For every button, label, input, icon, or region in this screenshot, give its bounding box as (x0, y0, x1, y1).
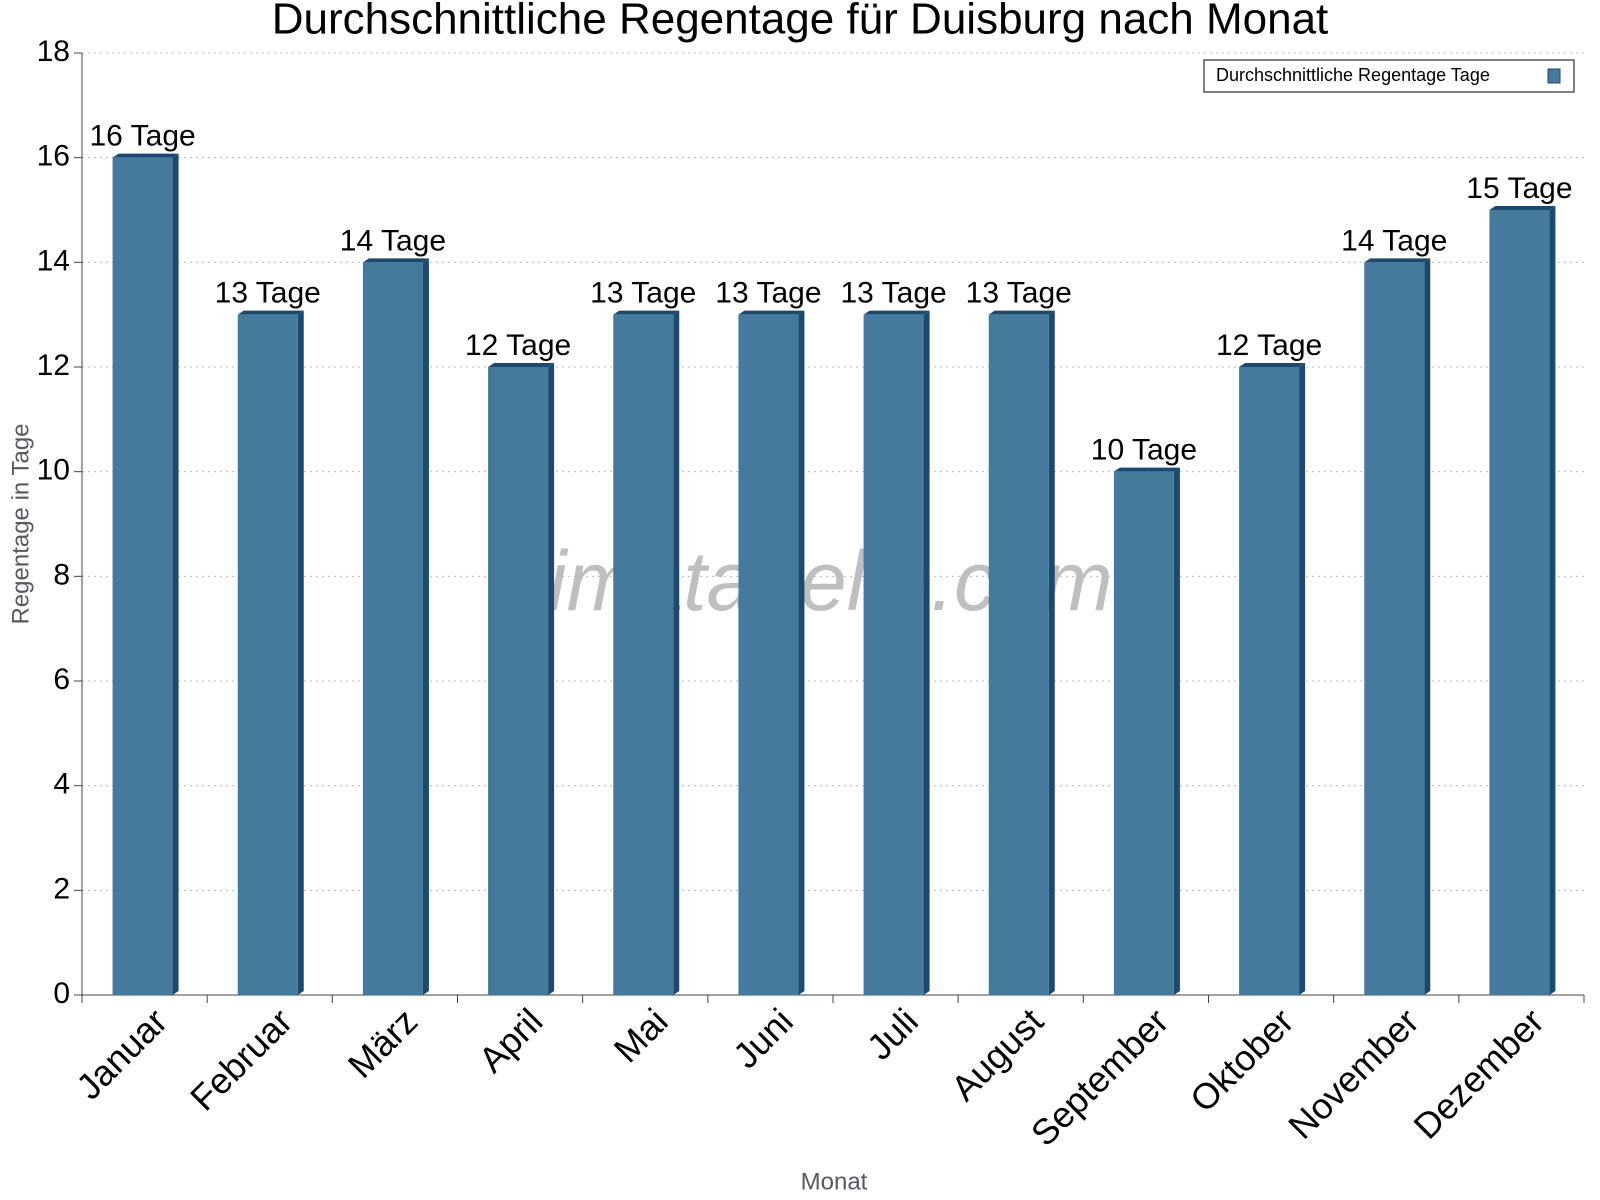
bar-top (488, 363, 555, 367)
x-tick-label: Oktober (1182, 1000, 1302, 1120)
x-tick-label: August (943, 1000, 1051, 1108)
value-label: 14 Tage (340, 224, 446, 257)
bar-top (613, 310, 680, 315)
bar (362, 258, 429, 995)
bar-front (237, 314, 298, 996)
bar-top (738, 310, 805, 315)
value-label: 13 Tage (590, 277, 696, 310)
bar-front (112, 157, 173, 995)
bar-front (613, 314, 674, 996)
chart-title: Durchschnittliche Regentage für Duisburg… (272, 0, 1329, 44)
value-label: 15 Tage (1466, 172, 1572, 205)
bar (1364, 258, 1431, 995)
bar-side (422, 258, 429, 995)
bar-side (1549, 206, 1556, 995)
bar-side (923, 310, 930, 996)
y-tick-label: 18 (37, 35, 70, 68)
bar-top (362, 258, 429, 263)
bar (1489, 206, 1556, 995)
x-axis-title: Monat (801, 1168, 868, 1195)
bar-top (1239, 363, 1306, 367)
bar (488, 363, 555, 995)
value-label: 14 Tage (1341, 224, 1447, 257)
x-tick-label: Januar (68, 1000, 175, 1107)
bar-top (1489, 206, 1556, 210)
bar-side (673, 310, 680, 996)
y-tick-label: 8 (53, 558, 70, 591)
x-tick-label: Februar (182, 1000, 300, 1118)
y-tick-label: 12 (37, 349, 70, 382)
x-tick-label: Dezember (1405, 1000, 1551, 1146)
x-tick-label: Mai (606, 1000, 676, 1070)
bar (1113, 467, 1180, 996)
bar-side (1299, 363, 1306, 995)
bar-front (362, 262, 423, 995)
bar-front (1113, 471, 1174, 996)
bar-side (172, 153, 179, 995)
legend-box (1203, 59, 1575, 93)
value-label: 13 Tage (840, 277, 946, 310)
bar (237, 310, 304, 996)
y-tick-label: 14 (37, 244, 70, 277)
x-tick-label: April (471, 1000, 551, 1080)
value-label: 13 Tage (966, 277, 1072, 310)
bar (863, 310, 930, 996)
bar-front (863, 314, 924, 996)
bar (613, 310, 680, 996)
bar-top (1113, 467, 1180, 472)
y-tick-label: 6 (53, 663, 70, 696)
value-label: 13 Tage (215, 277, 321, 310)
bar-top (863, 310, 930, 315)
bar-top (237, 310, 304, 315)
y-axis-title: Regentage in Tage (7, 423, 34, 624)
bar-side (1173, 467, 1180, 996)
y-tick-label: 0 (53, 977, 70, 1010)
bar-front (1489, 210, 1550, 995)
bar-top (988, 310, 1055, 315)
bar-front (988, 314, 1049, 996)
y-tick-label: 2 (53, 872, 70, 905)
bar (738, 310, 805, 996)
value-label: 12 Tage (465, 329, 571, 362)
bar-side (548, 363, 555, 995)
value-label: 12 Tage (1216, 329, 1322, 362)
bar-side (297, 310, 304, 996)
x-tick-label: Juli (859, 1000, 926, 1067)
y-tick-label: 4 (53, 768, 70, 801)
bar-top (112, 153, 179, 158)
x-tick-label: März (340, 1000, 426, 1086)
y-tick-label: 10 (37, 454, 70, 487)
value-label: 13 Tage (715, 277, 821, 310)
bar-top (1364, 258, 1431, 263)
bar-front (1364, 262, 1425, 995)
legend-label: Durchschnittliche Regentage Tage (1216, 65, 1490, 85)
bar-front (738, 314, 799, 996)
bar-side (798, 310, 805, 996)
x-tick-label: Juni (725, 1000, 801, 1076)
y-tick-label: 16 (37, 140, 70, 173)
bar (1239, 363, 1306, 995)
bar-front (488, 367, 549, 995)
legend: Durchschnittliche Regentage Tage (1203, 59, 1575, 93)
bar (988, 310, 1055, 996)
legend-swatch (1547, 68, 1561, 84)
bar-side (1424, 258, 1431, 995)
value-label: 10 Tage (1091, 434, 1197, 467)
bar (112, 153, 179, 995)
bar-front (1239, 367, 1300, 995)
bar-side (1048, 310, 1055, 996)
value-label: 16 Tage (89, 120, 195, 153)
x-tick-label: November (1280, 1000, 1426, 1146)
x-tick-label: September (1023, 1000, 1177, 1154)
